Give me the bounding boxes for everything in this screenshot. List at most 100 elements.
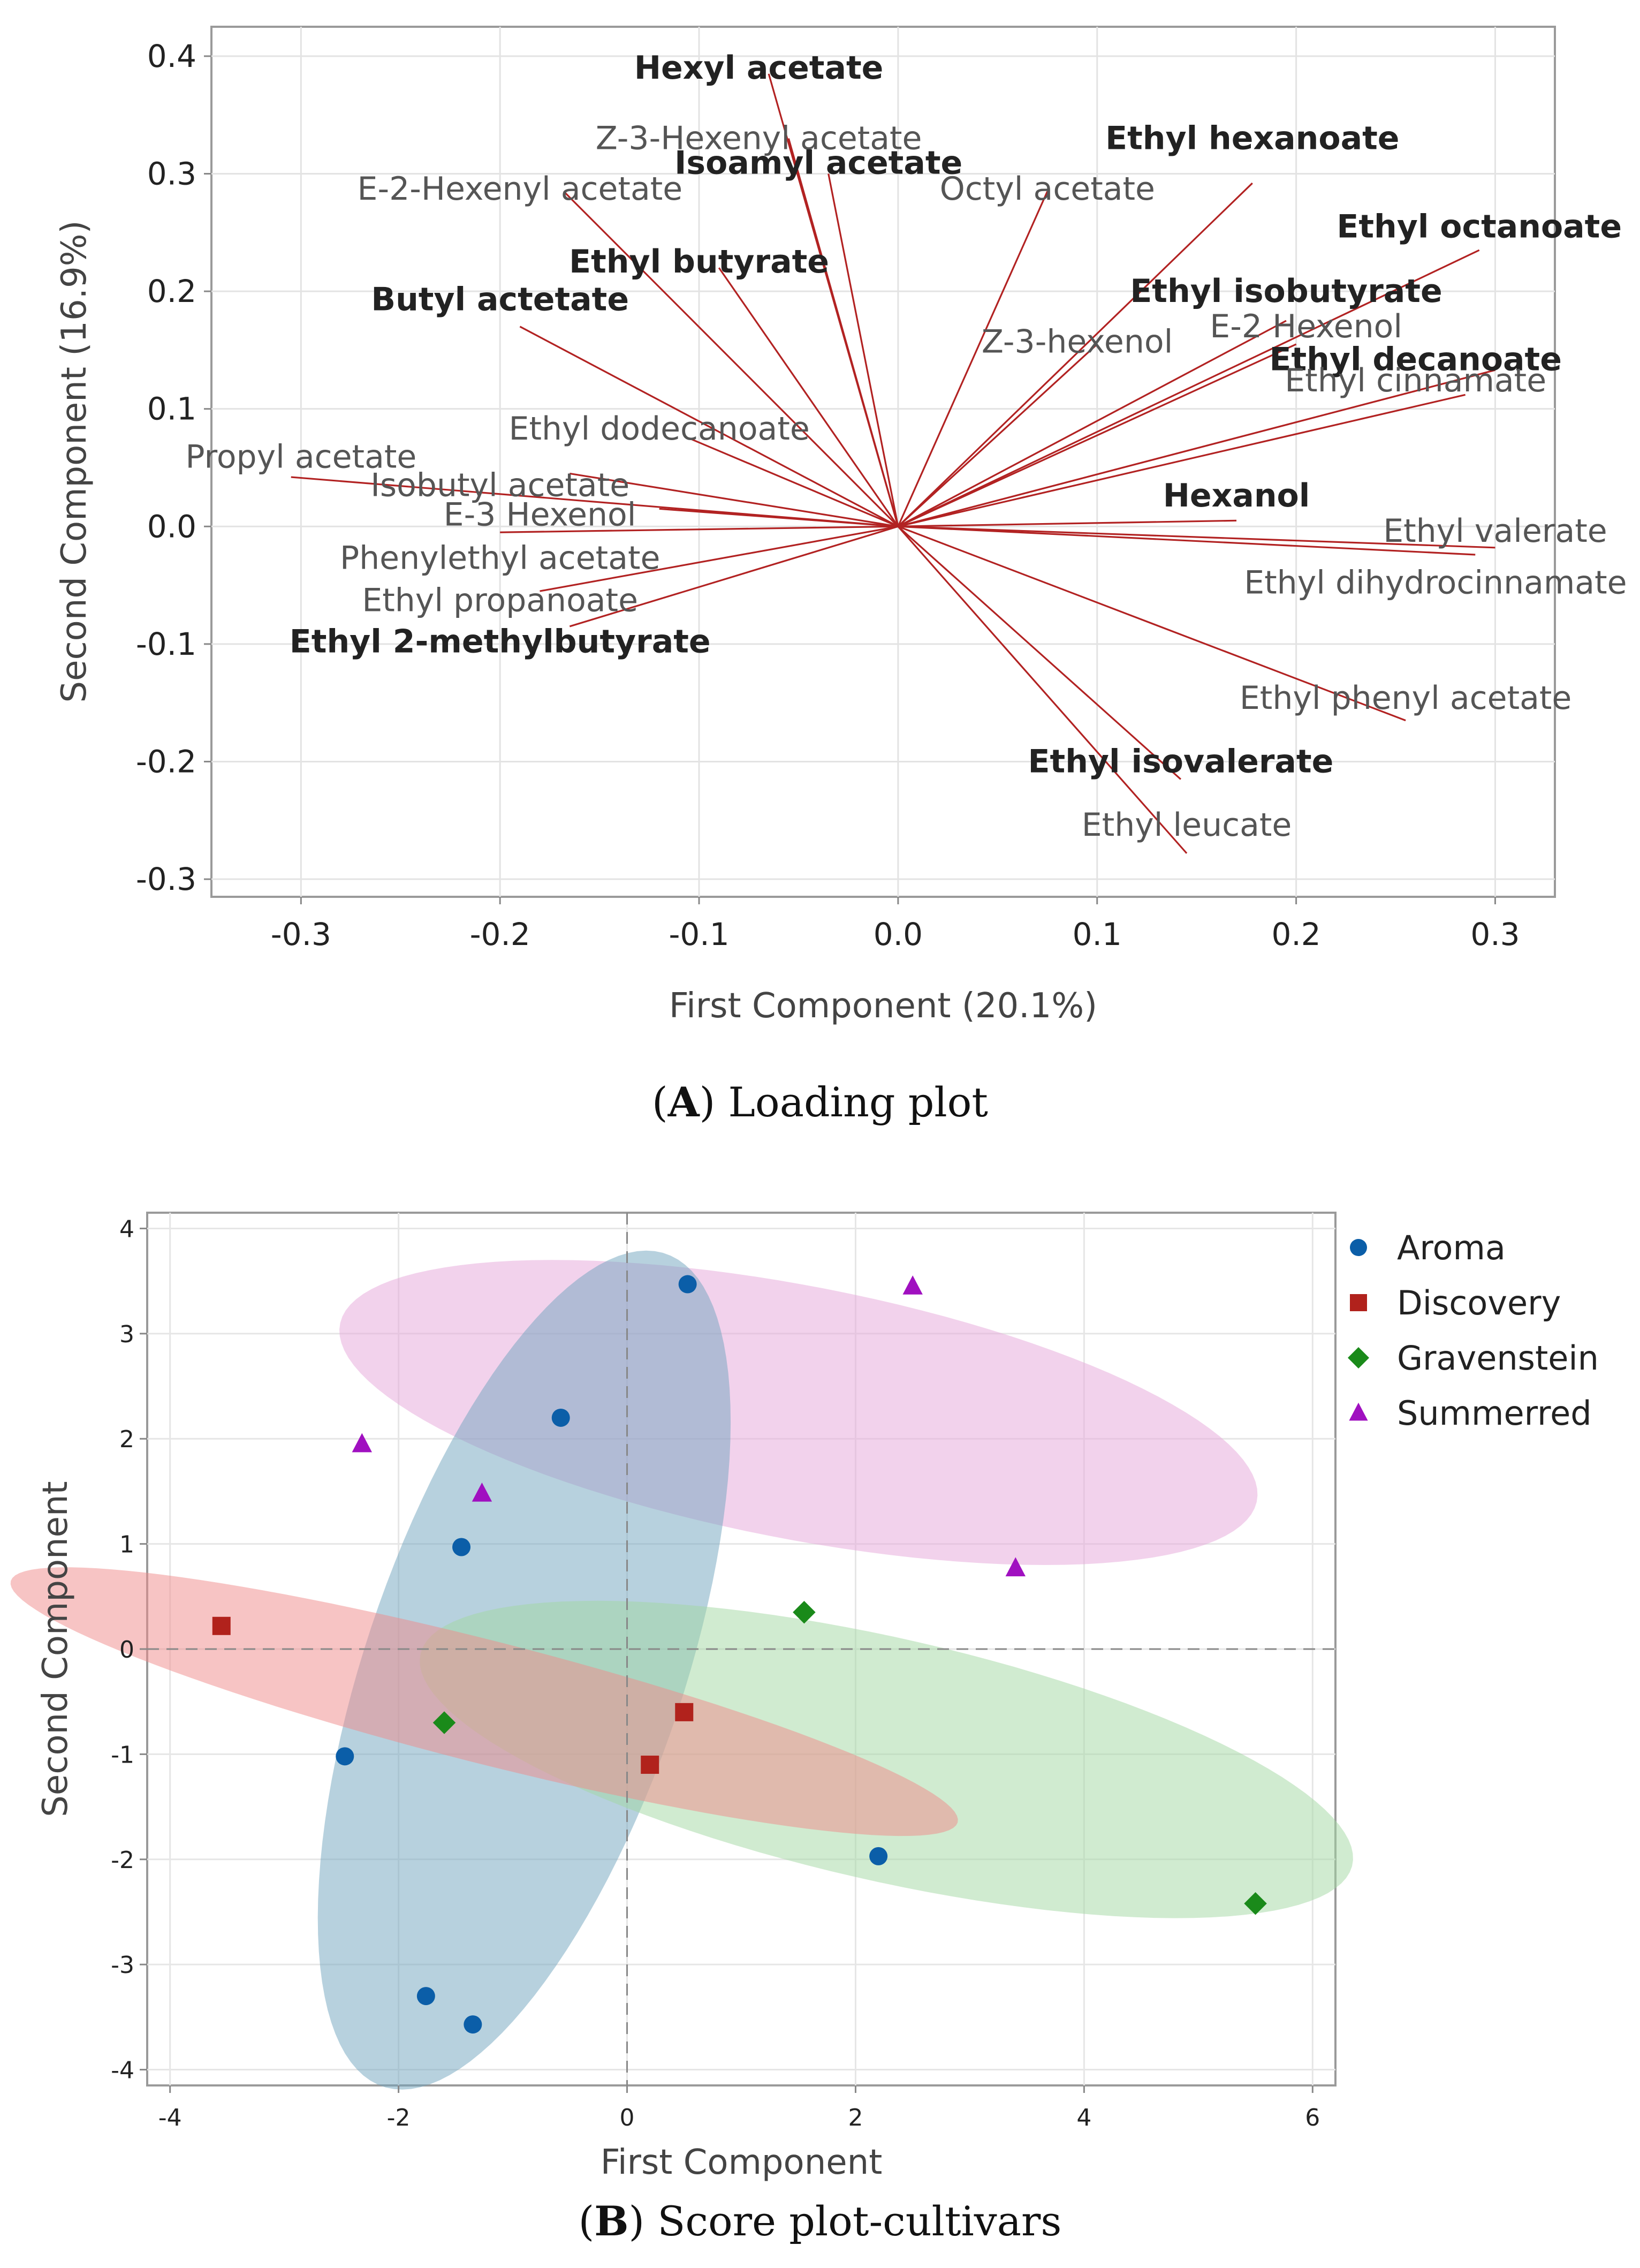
point-summerred [1005,1557,1026,1577]
loading-vector-hexanol [898,519,1237,527]
x-tick-label: -2 [387,2104,411,2131]
loading-vector-ethyl-octanoate [898,249,1480,527]
score-points [212,1275,1267,2034]
score-plot-caption: (B) Score plot-cultivars [579,2197,1062,2245]
loading-vector-z-3-hexenol [897,343,1098,527]
loading-vector-ethyl-leucate [897,526,1188,854]
loading-vector-phenylethyl-acetate [500,525,898,533]
loading-vector-isoamyl-acetate [827,173,899,527]
x-tick-label: -0.3 [271,916,331,952]
y-tick-label: 3 [119,1321,134,1348]
loading-label-ethyl-valerate: Ethyl valerate [1383,512,1607,550]
loading-label-isobutyl-acetate: Isobutyl acetate [370,466,629,504]
loading-plot-frame [210,26,1556,898]
loading-label-ethyl-isovalerate: Ethyl isovalerate [1028,743,1334,780]
loading-vector-butyl-actetate [519,326,899,527]
legend-marker-summerred [1349,1402,1368,1421]
x-tick-label: 0.2 [1271,916,1320,952]
point-aroma [464,2015,482,2034]
loading-plot-grid [211,27,1555,897]
point-gravenstein [432,1711,456,1734]
score-plot-panel: -4 -2 0 2 4 6 -4 -3 -2 -1 0 1 2 3 4 Aroma Discovery Grav… [10,1212,1599,2245]
y-tick-label: -0.1 [136,626,196,662]
loading-vector-labels: Hexyl acetate Z-3-Hexenyl acetateIsoamyl … [185,49,1627,844]
loading-plot-ticks: -0.3 -0.2 -0.1 0.0 0.1 0.2 0.3 -0.3 -0.2 -0.1 0.0 0… [136,38,1520,952]
loading-plot-ylabel: Second Component (16.9%) [55,220,94,702]
loading-vector-ethyl-isobutyrate [898,320,1287,527]
loading-label-ethyl-dihydrocinnamate: Ethyl dihydrocinnamate [1244,564,1627,602]
loading-label-hexyl-acetate: Hexyl acetate [634,49,883,87]
y-tick-label: -0.2 [136,743,196,780]
y-tick-label: 2 [119,1426,134,1453]
loading-label-isoamyl-acetate: Isoamyl acetate [674,145,962,182]
loading-vector-z-3-hexenyl-acetate [787,138,899,527]
loading-label-z-3-hexenol: Z-3-hexenol [982,323,1173,361]
loading-vectors [291,73,1495,854]
x-tick-label: 6 [1305,2104,1320,2131]
loading-vector-ethyl-decanoate [898,369,1495,527]
point-aroma [678,1275,697,1294]
point-aroma [416,1987,435,2006]
x-tick-label: -4 [158,2104,182,2131]
loading-label-z-3-hexenyl-acetate: Z-3-Hexenyl acetate [596,120,922,157]
point-gravenstein [1244,1892,1267,1915]
y-tick-label: -3 [111,1952,134,1979]
loading-label-ethyl-2-methylbutyrate: Ethyl 2-methylbutyrate [290,623,711,660]
point-gravenstein [793,1601,816,1624]
point-aroma [551,1408,570,1427]
loading-vector-e-3-hexenol [659,508,899,527]
loading-label-propyl-acetate: Propyl acetate [185,439,416,476]
y-tick-label: -1 [111,1741,134,1768]
score-plot-ticks: -4 -2 0 2 4 6 -4 -3 -2 -1 0 1 2 3 4 [111,1215,1320,2131]
loading-label-octyl-acetate: Octyl acetate [940,170,1155,208]
loading-vector-ethyl-hexanoate [897,182,1253,527]
loading-label-e-2-hexenol: E-2 Hexenol [1210,308,1402,345]
legend-marker-aroma [1350,1239,1367,1256]
point-discovery [212,1616,231,1635]
loading-label-ethyl-cinnamate: Ethyl cinnamate [1285,362,1546,399]
loading-label-ethyl-isobutyrate: Ethyl isobutyrate [1130,273,1442,310]
point-discovery [641,1756,659,1774]
score-plot-xlabel: First Component [601,2143,883,2182]
loading-vector-ethyl-dodecanoate [688,437,899,527]
y-tick-label: 0.1 [147,391,196,427]
loading-label-butyl-actetate: Butyl actetate [371,281,629,318]
x-tick-label: 0.3 [1470,916,1520,952]
loading-vector-ethyl-propanoate [540,525,899,592]
ellipse-gravenstein [420,1600,1353,1918]
y-tick-label: 0.4 [147,38,196,74]
legend-label-summerred: Summerred [1397,1394,1592,1433]
x-tick-label: -0.1 [669,916,729,952]
legend-marker-discovery [1350,1294,1367,1311]
loading-plot-panel: Hexyl acetate Z-3-Hexenyl acetateIsoamyl … [55,26,1627,1126]
loading-label-phenylethyl-acetate: Phenylethyl acetate [340,540,660,577]
x-tick-label: 4 [1076,2104,1091,2131]
x-tick-label: 0.1 [1073,916,1122,952]
loading-label-ethyl-phenyl-acetate: Ethyl phenyl acetate [1240,679,1571,717]
loading-vector-isobutyl-acetate [570,472,899,527]
loading-vector-ethyl-dihydrocinnamate [898,525,1476,556]
y-tick-label: 4 [119,1215,134,1243]
loading-vector-e-2-hexenol [898,343,1297,527]
loading-label-ethyl-propanoate: Ethyl propanoate [362,582,638,619]
ellipse-discovery [10,1567,958,1836]
loading-label-ethyl-octanoate: Ethyl octanoate [1337,208,1622,245]
loading-label-ethyl-decanoate: Ethyl decanoate [1269,341,1561,378]
y-tick-label: 0.2 [147,273,196,309]
point-summerred [472,1482,492,1502]
loading-plot-xlabel: First Component (20.1%) [669,986,1097,1026]
loading-label-hexanol: Hexanol [1163,477,1310,515]
loading-vector-ethyl-phenyl-acetate [898,525,1406,722]
point-aroma [452,1538,471,1556]
score-plot-legend: Aroma Discovery Gravenstein Summerred [1348,1228,1599,1433]
x-tick-label: 0.0 [874,916,923,952]
loading-vector-octyl-acetate [897,191,1049,527]
confidence-ellipses [10,1250,1353,2090]
y-tick-label: -4 [111,2057,134,2084]
legend-label-discovery: Discovery [1397,1283,1561,1322]
score-plot-reference-lines [147,1213,1335,2085]
loading-label-e-2-hexenyl-acetate: E-2-Hexenyl acetate [358,170,683,208]
loading-label-ethyl-dodecanoate: Ethyl dodecanoate [509,410,810,448]
loading-vector-ethyl-isovalerate [897,526,1181,780]
